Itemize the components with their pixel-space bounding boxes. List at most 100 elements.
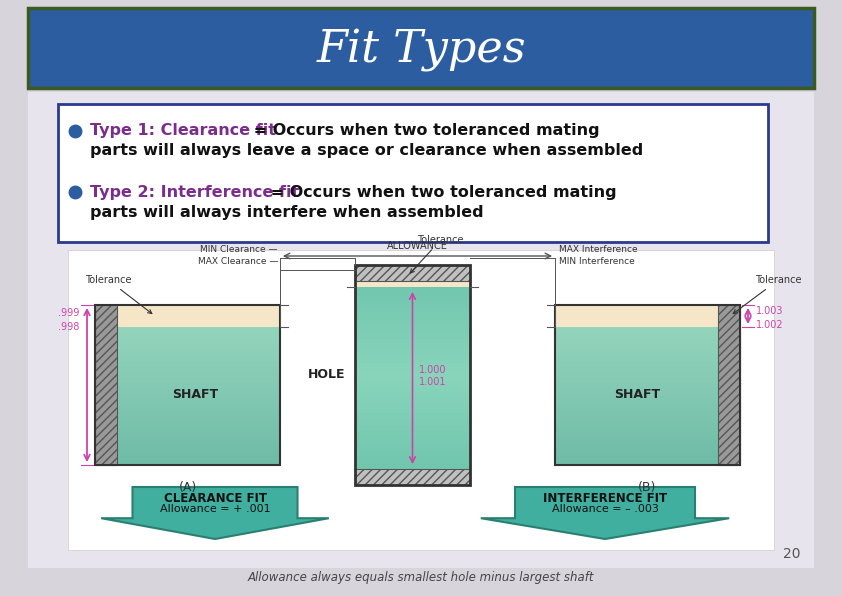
Bar	[95, 331, 280, 332]
Bar	[555, 415, 740, 416]
Bar	[555, 371, 740, 372]
Bar	[95, 306, 280, 307]
Bar	[355, 476, 470, 477]
Bar	[555, 445, 740, 446]
Bar	[355, 306, 470, 307]
Bar	[555, 342, 740, 343]
Bar	[555, 455, 740, 456]
Bar	[355, 430, 470, 431]
Bar	[355, 474, 470, 475]
Text: 1.001: 1.001	[418, 377, 446, 387]
Bar	[555, 305, 740, 465]
Bar	[555, 408, 740, 409]
Bar	[355, 265, 470, 287]
Bar	[95, 334, 280, 335]
Bar	[555, 404, 740, 405]
Bar	[95, 419, 280, 420]
Text: (A): (A)	[179, 480, 197, 493]
Bar	[555, 322, 740, 323]
Bar	[555, 374, 740, 375]
Bar	[355, 394, 470, 395]
Bar	[355, 461, 470, 462]
Bar	[355, 418, 470, 419]
Bar	[355, 285, 470, 286]
Bar	[95, 361, 280, 362]
Bar	[95, 391, 280, 392]
Bar	[355, 392, 470, 393]
Bar	[555, 318, 740, 319]
Polygon shape	[481, 487, 729, 539]
Bar	[355, 464, 470, 465]
Bar	[355, 439, 470, 440]
Bar	[555, 307, 740, 308]
Bar	[95, 421, 280, 422]
Bar	[355, 300, 470, 301]
Bar	[555, 402, 740, 403]
Bar	[355, 365, 470, 366]
Text: Allowance always equals smallest hole minus largest shaft: Allowance always equals smallest hole mi…	[248, 572, 594, 585]
Bar	[95, 454, 280, 455]
Bar	[555, 341, 740, 342]
Bar	[555, 416, 740, 417]
Bar	[555, 414, 740, 415]
Bar	[355, 322, 470, 323]
Bar	[555, 451, 740, 452]
Bar	[95, 390, 280, 391]
Bar	[555, 328, 740, 329]
Bar	[95, 413, 280, 414]
Bar	[355, 367, 470, 368]
Bar	[355, 278, 470, 279]
Bar	[95, 317, 280, 318]
Bar	[95, 401, 280, 402]
Bar	[355, 481, 470, 482]
Bar	[95, 433, 280, 434]
Bar	[95, 377, 280, 378]
Bar	[95, 339, 280, 340]
Text: .999: .999	[57, 308, 79, 318]
Bar	[95, 305, 117, 465]
Bar	[95, 437, 280, 438]
Bar	[355, 294, 470, 295]
Bar	[95, 446, 280, 447]
Bar	[555, 348, 740, 349]
Bar	[555, 435, 740, 436]
Bar	[555, 319, 740, 320]
Bar	[355, 452, 470, 453]
Bar	[95, 323, 280, 324]
Bar	[95, 347, 280, 348]
Bar	[355, 327, 470, 328]
Bar	[555, 331, 740, 332]
Bar	[555, 317, 740, 318]
Bar	[555, 369, 740, 370]
Bar	[95, 395, 280, 396]
Bar	[355, 359, 470, 360]
Bar	[355, 480, 470, 481]
Bar	[95, 451, 280, 452]
Bar	[355, 295, 470, 296]
Bar	[95, 335, 280, 336]
Bar	[555, 310, 740, 311]
Bar	[555, 375, 740, 376]
Bar	[355, 411, 470, 412]
Bar	[355, 313, 470, 314]
Bar	[355, 436, 470, 437]
Bar	[355, 329, 470, 330]
Bar	[95, 455, 280, 456]
Bar	[95, 318, 280, 319]
Bar	[95, 342, 280, 343]
Bar	[355, 298, 470, 299]
Bar	[95, 438, 280, 439]
Bar	[95, 444, 280, 445]
Bar	[95, 439, 280, 440]
Bar	[555, 401, 740, 402]
Bar	[555, 386, 740, 387]
Bar	[555, 382, 740, 383]
Bar	[555, 358, 740, 359]
Bar	[355, 270, 470, 271]
Bar	[555, 336, 740, 337]
Bar	[95, 380, 280, 381]
Bar	[95, 464, 280, 465]
Bar	[555, 454, 740, 455]
Bar	[555, 355, 740, 356]
Bar	[95, 305, 280, 465]
